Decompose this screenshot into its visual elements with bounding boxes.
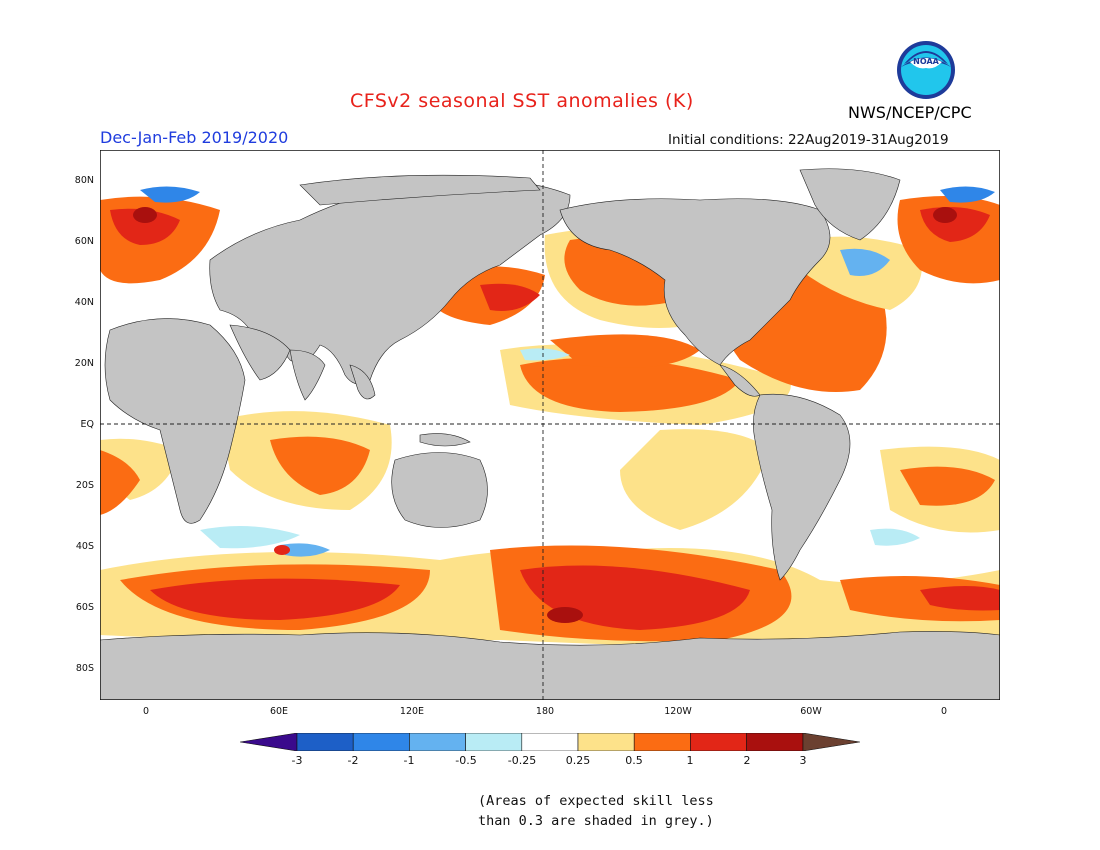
lon-label: 120E: [399, 706, 425, 717]
colorbar-tick: -1: [403, 754, 415, 767]
season-label: Dec-Jan-Feb 2019/2020: [100, 128, 289, 147]
colorbar-bin: [577, 733, 635, 751]
skill-note-line2: than 0.3 are shaded in grey.): [478, 813, 714, 829]
land-masses: [100, 168, 1000, 700]
skill-note-line1: (Areas of expected skill less: [478, 793, 714, 809]
colorbar-bin: [409, 733, 466, 751]
map-title: CFSv2 seasonal SST anomalies (K): [350, 90, 694, 112]
lon-label: 60E: [269, 706, 289, 717]
anomaly-fields: [100, 186, 1000, 661]
colorbar-bin: [746, 733, 804, 751]
lat-label: 20N: [74, 358, 94, 369]
noaa-logo: NOAA: [897, 41, 955, 99]
colorbar-bin: [521, 733, 579, 751]
colorbar-bin: [465, 733, 523, 751]
skill-note: (Areas of expected skill less than 0.3 a…: [478, 791, 714, 831]
colorbar-lower-arrow: [240, 733, 298, 751]
lat-label: 20S: [75, 480, 94, 491]
colorbar-tick: 0.25: [565, 754, 591, 767]
lat-label: EQ: [80, 419, 94, 430]
colorbar: [240, 733, 860, 751]
colorbar-tick: -0.25: [507, 754, 537, 767]
colorbar-upper-arrow: [802, 733, 860, 751]
lat-label: 80S: [75, 663, 94, 674]
lat-label: 80N: [74, 175, 94, 186]
lon-label: 0: [940, 706, 948, 717]
initial-conditions-label: Initial conditions: 22Aug2019-31Aug2019: [668, 132, 949, 148]
lat-label: 60S: [75, 602, 94, 613]
lon-label: 0: [142, 706, 150, 717]
agency-label: NWS/NCEP/CPC: [848, 103, 972, 122]
colorbar-tick: -3: [291, 754, 303, 767]
colorbar-bin: [296, 733, 354, 751]
colorbar-bin: [690, 733, 747, 751]
colorbar-tick: 2: [743, 754, 751, 767]
colorbar-tick: -2: [347, 754, 359, 767]
colorbar-bin: [352, 733, 410, 751]
lat-label: 40S: [75, 541, 94, 552]
lon-label: 60W: [800, 706, 822, 717]
colorbar-tick: 1: [686, 754, 694, 767]
colorbar-bin: [633, 733, 691, 751]
lat-label: 40N: [74, 297, 94, 308]
sst-anomaly-map: [100, 150, 1000, 700]
lon-label: 180: [535, 706, 555, 717]
lat-label: 60N: [74, 236, 94, 247]
colorbar-tick: -0.5: [455, 754, 477, 767]
lon-label: 120W: [664, 706, 692, 717]
colorbar-tick: 3: [799, 754, 807, 767]
colorbar-tick: 0.5: [625, 754, 643, 767]
logo-text: NOAA: [913, 57, 939, 66]
